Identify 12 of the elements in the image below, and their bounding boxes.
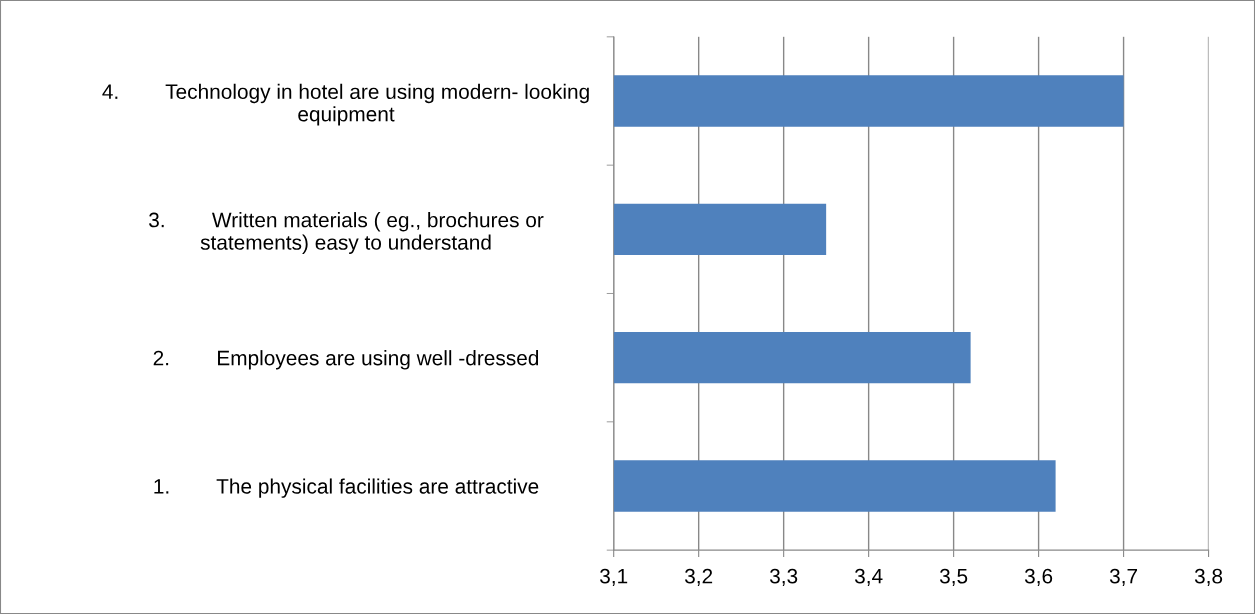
x-tick-label: 3,3 [769,568,798,586]
y-tick-label: 2. Employees are using well -dressed [153,350,539,370]
x-tick-label: 3,4 [854,568,883,586]
x-tick-label: 3,1 [600,568,628,586]
x-tick-label: 3,5 [939,568,968,586]
y-tick-label: 1. The physical facilities are attractive [154,478,539,498]
x-tick-label: 3,6 [1024,568,1053,586]
x-tick-label: 3,2 [684,568,713,586]
x-tick-label: 3,7 [1109,568,1138,586]
y-tick-label: 3. Written materials ( eg., brochures or statements) easy to understand [149,212,544,254]
x-tick-label: 3,8 [1194,568,1223,586]
y-tick-label: 4. Technology in hotel are using modern- looking equipment [102,83,589,126]
